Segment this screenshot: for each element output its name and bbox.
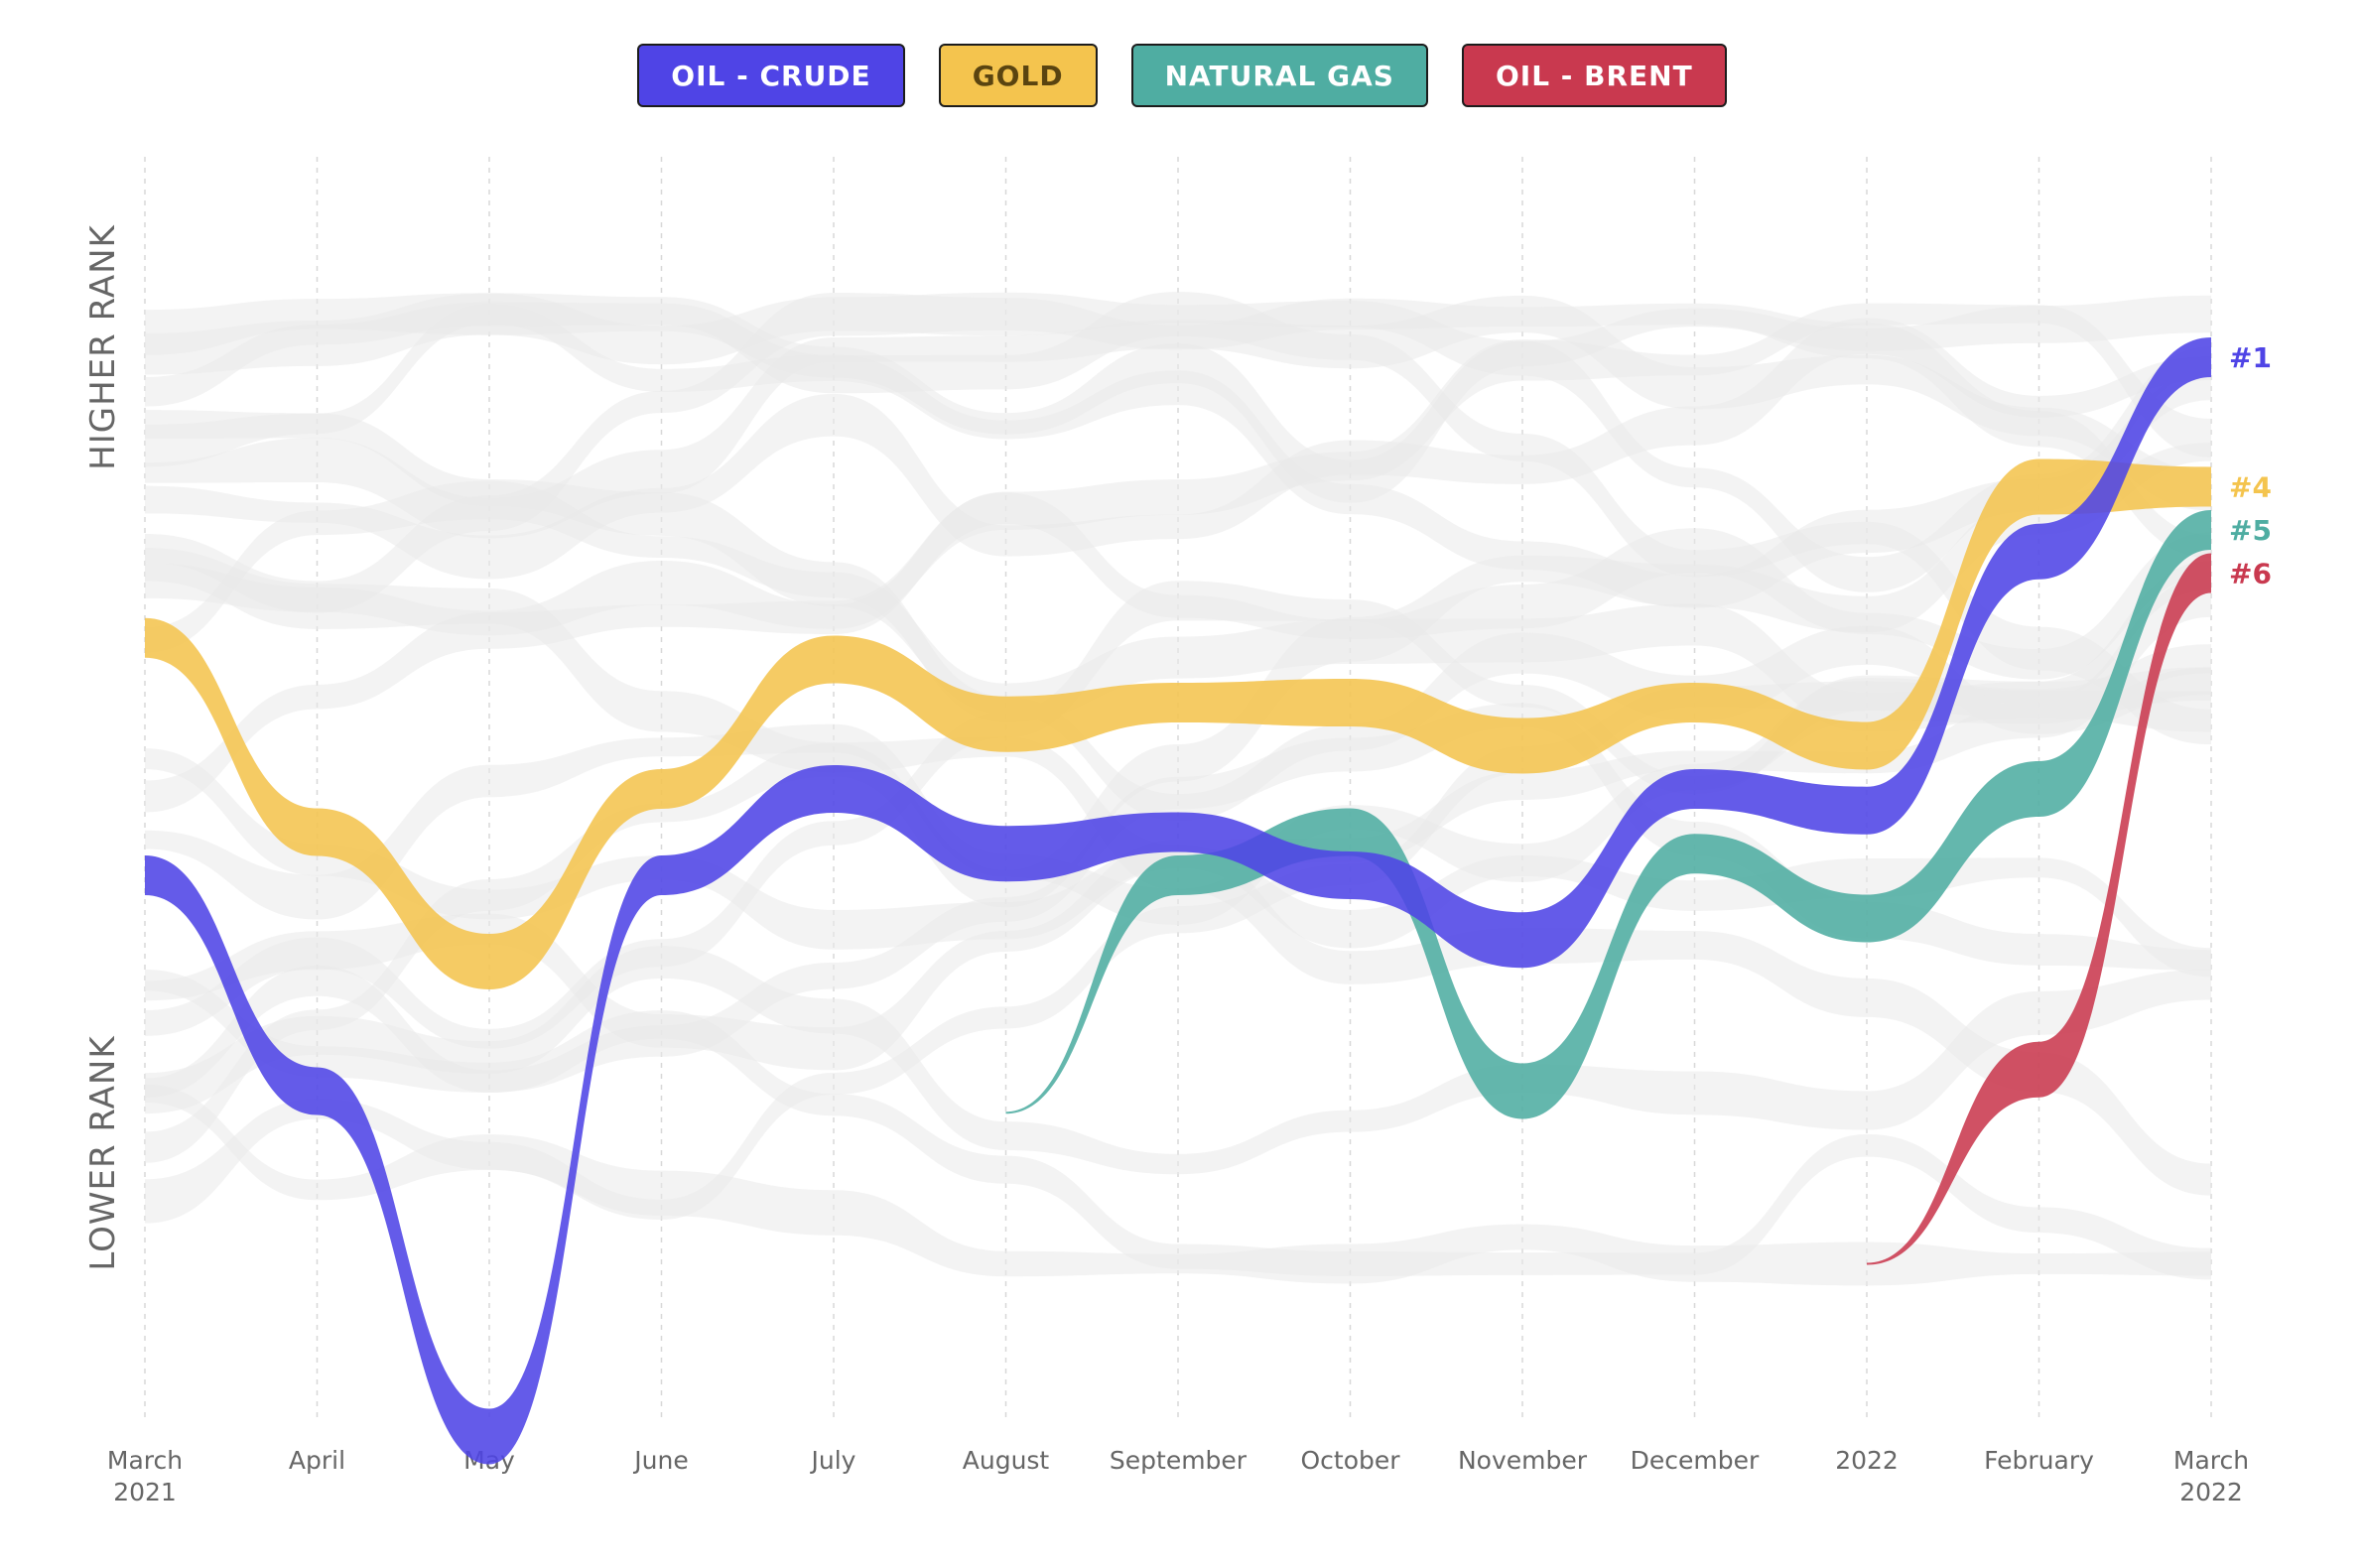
x-tick-label: 2022: [1835, 1446, 1899, 1475]
background-stream: [145, 295, 2211, 539]
x-tick-label: April: [289, 1446, 345, 1475]
x-tick-label: March 2021: [107, 1446, 183, 1506]
background-stream: [145, 292, 2211, 592]
legend-button-3[interactable]: OIL - BRENT: [1461, 44, 1727, 107]
series-end-label: #1: [2229, 341, 2272, 374]
x-tick-label: June: [632, 1446, 688, 1475]
y-label-higher: HIGHER RANK: [83, 223, 123, 469]
series-stream-gold[interactable]: [145, 458, 2211, 990]
legend-button-0[interactable]: OIL - CRUDE: [637, 44, 905, 107]
x-tick-label: August: [963, 1446, 1050, 1475]
x-tick-label: November: [1458, 1446, 1588, 1475]
series-stream-natural-gas[interactable]: [1005, 510, 2212, 1119]
series-end-label: #5: [2229, 514, 2272, 547]
x-tick-label: September: [1110, 1446, 1248, 1475]
x-tick-label: December: [1631, 1446, 1760, 1475]
background-stream: [145, 292, 2211, 613]
background-stream: [145, 480, 2211, 732]
legend-button-2[interactable]: NATURAL GAS: [1130, 44, 1428, 107]
legend-button-1[interactable]: GOLD: [938, 44, 1098, 107]
series-end-label: #4: [2229, 471, 2272, 504]
background-stream: [145, 1084, 2211, 1286]
series-stream-oil-brent[interactable]: [1867, 553, 2211, 1265]
y-label-lower: LOWER RANK: [83, 1035, 123, 1271]
x-tick-label: March 2022: [2173, 1446, 2249, 1506]
x-tick-label: October: [1300, 1446, 1400, 1475]
background-stream: [145, 304, 2211, 608]
background-stream: [145, 318, 2211, 580]
x-tick-label: July: [810, 1446, 856, 1475]
series-end-label: #6: [2229, 558, 2272, 590]
background-stream: [145, 644, 2211, 925]
x-tick-label: February: [1984, 1446, 2094, 1475]
legend: OIL - CRUDE GOLD NATURAL GAS OIL - BRENT: [0, 44, 2364, 107]
